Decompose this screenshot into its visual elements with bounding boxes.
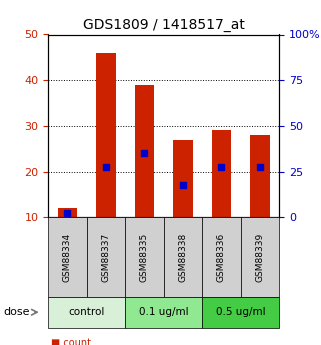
Text: ■ count: ■ count [51, 338, 91, 345]
Text: GSM88336: GSM88336 [217, 233, 226, 282]
Text: GSM88337: GSM88337 [101, 233, 110, 282]
Bar [212, 130, 231, 217]
Text: GSM88339: GSM88339 [256, 233, 265, 282]
Text: control: control [68, 307, 105, 317]
Text: GSM88338: GSM88338 [178, 233, 187, 282]
Bar [173, 140, 193, 217]
Title: GDS1809 / 1418517_at: GDS1809 / 1418517_at [83, 18, 245, 32]
Text: 0.5 ug/ml: 0.5 ug/ml [216, 307, 265, 317]
Text: GSM88334: GSM88334 [63, 233, 72, 282]
Text: GSM88335: GSM88335 [140, 233, 149, 282]
Text: dose: dose [3, 307, 30, 317]
Bar [135, 85, 154, 217]
Text: 0.1 ug/ml: 0.1 ug/ml [139, 307, 188, 317]
Bar [250, 135, 270, 217]
Bar [58, 208, 77, 217]
Bar [96, 53, 116, 217]
